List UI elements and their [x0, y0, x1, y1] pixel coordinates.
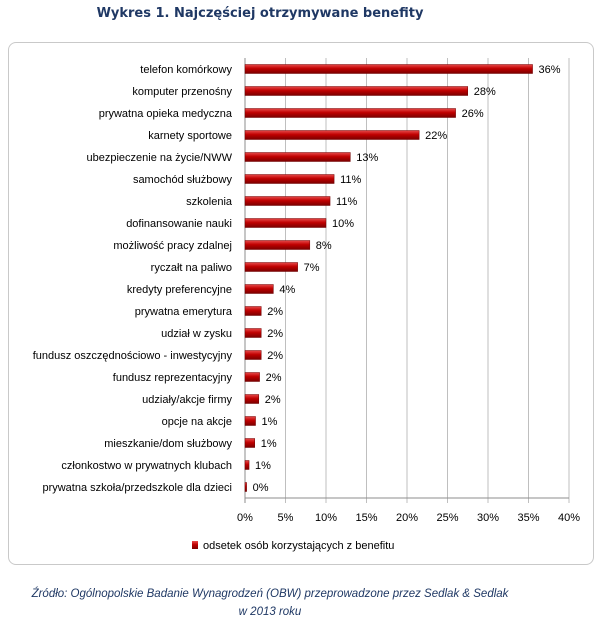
data-label: 13% [356, 152, 378, 164]
bar [244, 86, 468, 96]
data-label: 0% [253, 482, 269, 494]
category-label: udziały/akcje firmy [142, 394, 232, 406]
chart-title: Wykres 1. Najczęściej otrzymywane benefi… [96, 6, 424, 21]
category-label: kredyty preferencyjne [127, 284, 232, 296]
data-label: 2% [265, 394, 281, 406]
category-label: prywatna opieka medyczna [99, 108, 233, 120]
category-label: karnety sportowe [148, 130, 232, 142]
chart-frame [8, 42, 594, 565]
category-label: członkostwo w prywatnych klubach [61, 460, 232, 472]
data-label: 22% [425, 130, 447, 142]
bar [244, 306, 262, 316]
bar [244, 196, 331, 206]
data-label: 10% [332, 218, 354, 230]
legend-label: odsetek osób korzystających z benefitu [203, 540, 394, 552]
data-label: 2% [266, 372, 282, 384]
data-label: 1% [261, 438, 277, 450]
bar [244, 64, 533, 74]
data-labels: 36% 28% 26% 22% 13% 11% 11% 10%8% 7% 4% 2% 2% 2% 2% 2%… [253, 64, 561, 494]
data-label: 11% [336, 196, 357, 208]
bars [244, 64, 533, 492]
bar [244, 218, 327, 228]
category-label: prywatna emerytura [135, 306, 233, 318]
category-label: szkolenia [186, 196, 233, 208]
data-label: 36% [539, 64, 561, 76]
category-label: mieszkanie/dom służbowy [104, 438, 232, 450]
category-label: prywatna szkoła/przedszkole dla dzieci [42, 482, 232, 494]
bar-chart: telefon komórkowy komputer przenośny prywa… [33, 58, 580, 552]
x-tick-label: 15% [355, 512, 377, 524]
gridlines [244, 58, 570, 503]
bar [244, 350, 262, 360]
bar [244, 108, 456, 118]
bar [244, 482, 247, 492]
legend-swatch [192, 541, 198, 549]
data-label: 2% [267, 306, 283, 318]
data-label: 26% [462, 108, 484, 120]
category-label: opcje na akcje [162, 416, 232, 428]
bar [244, 416, 256, 426]
bar [244, 130, 420, 140]
category-label: komputer przenośny [132, 86, 232, 98]
category-label: telefon komórkowy [140, 64, 232, 76]
data-label: 1% [262, 416, 278, 428]
x-tick-label: 0% [237, 512, 253, 524]
bar [244, 328, 262, 338]
x-tick-label: 10% [315, 512, 337, 524]
legend: odsetek osób korzystających z benefitu [192, 540, 394, 552]
data-label: 7% [304, 262, 320, 274]
data-label: 28% [474, 86, 496, 98]
bar [244, 262, 298, 272]
category-label: udział w zysku [161, 328, 232, 340]
data-label: 11% [340, 174, 361, 186]
x-tick-label: 5% [278, 512, 294, 524]
category-labels: telefon komórkowy komputer przenośny prywa… [33, 64, 233, 494]
category-label: fundusz reprezentacyjny [113, 372, 233, 384]
x-tick-label: 30% [477, 512, 499, 524]
bar [244, 372, 260, 382]
bar [244, 438, 255, 448]
x-tick-label: 25% [436, 512, 458, 524]
bar [244, 174, 335, 184]
category-label: możliwość pracy zdalnej [113, 240, 232, 252]
x-tick-label: 20% [396, 512, 418, 524]
source-note: Źródło: Ogólnopolskie Badanie Wynagrodze… [0, 585, 540, 621]
bar [244, 240, 311, 250]
bar [244, 460, 250, 470]
category-label: dofinansowanie nauki [126, 218, 232, 230]
category-label: samochód służbowy [133, 174, 233, 186]
data-label: 4% [279, 284, 295, 296]
bar [244, 284, 274, 294]
x-tick-label: 35% [517, 512, 539, 524]
source-line-2: w 2013 roku [238, 606, 302, 618]
bar [244, 394, 260, 404]
category-label: ubezpieczenie na życie/NWW [86, 152, 232, 164]
data-label: 1% [255, 460, 271, 472]
category-label: fundusz oszczędnościowo - inwestycyjny [33, 350, 233, 362]
source-line-1: Źródło: Ogólnopolskie Badanie Wynagrodze… [31, 588, 509, 600]
bar [244, 152, 351, 162]
data-label: 2% [267, 350, 283, 362]
data-label: 8% [316, 240, 332, 252]
x-axis-ticks: 0% 5% 10% 15% 20% 25% 30% 35% 40% [237, 512, 580, 524]
category-label: ryczałt na paliwo [151, 262, 232, 274]
x-tick-label: 40% [558, 512, 580, 524]
data-label: 2% [267, 328, 283, 340]
